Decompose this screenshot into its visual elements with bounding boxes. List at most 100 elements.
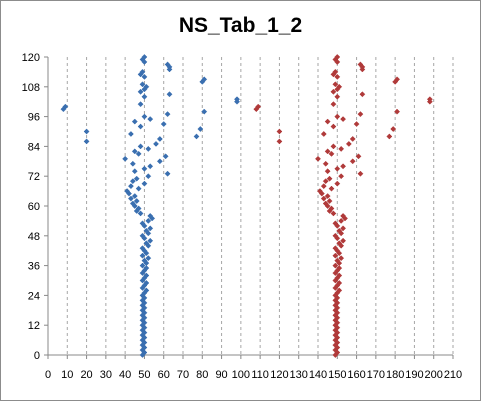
- data-point: [355, 153, 362, 160]
- data-point: [141, 113, 148, 120]
- data-point: [338, 173, 345, 180]
- data-point: [135, 185, 142, 192]
- x-tick-label: 180: [386, 369, 404, 381]
- data-point: [141, 73, 148, 80]
- data-point: [336, 83, 343, 90]
- data-point: [135, 205, 142, 212]
- data-point: [324, 168, 331, 175]
- y-tick-label: 12: [28, 320, 40, 332]
- x-tick-label: 30: [100, 369, 112, 381]
- data-point: [426, 96, 433, 103]
- data-point: [330, 210, 337, 217]
- data-point: [340, 116, 347, 123]
- data-point: [320, 195, 327, 202]
- x-tick-label: 0: [45, 369, 51, 381]
- data-point: [338, 145, 345, 152]
- data-point: [147, 212, 154, 219]
- data-point: [324, 148, 331, 155]
- data-point: [127, 131, 134, 137]
- data-point: [255, 103, 262, 110]
- data-point: [83, 128, 90, 135]
- data-point: [334, 93, 341, 100]
- data-point: [332, 232, 339, 239]
- data-point: [322, 178, 329, 185]
- data-point: [127, 183, 134, 190]
- data-point: [141, 165, 148, 172]
- data-point: [315, 155, 321, 162]
- data-point: [141, 180, 148, 187]
- data-point: [141, 54, 148, 60]
- data-point: [330, 88, 337, 95]
- x-tick-label: 90: [215, 369, 227, 381]
- y-tick-label: 60: [28, 201, 40, 213]
- tick-labels: 0 12 24 36 48 60 72 84 96 108 120 0 10 20 30 40 50 60 70 80…: [22, 52, 463, 381]
- data-point: [129, 178, 136, 185]
- data-point: [137, 88, 144, 95]
- data-point: [143, 240, 150, 247]
- data-point: [330, 143, 337, 150]
- data-point: [166, 91, 173, 98]
- data-point: [160, 121, 167, 128]
- data-point: [141, 93, 148, 100]
- data-point: [332, 262, 339, 269]
- data-point: [320, 131, 327, 137]
- data-point: [326, 175, 333, 182]
- data-point: [143, 280, 150, 286]
- data-point: [164, 170, 171, 177]
- data-point: [137, 143, 144, 150]
- data-point: [340, 212, 347, 219]
- x-tick-label: 40: [119, 369, 131, 381]
- data-point: [201, 76, 208, 83]
- x-tick-label: 210: [444, 369, 462, 381]
- x-tick-label: 20: [80, 369, 92, 381]
- data-point: [334, 257, 341, 264]
- x-tick-label: 50: [138, 369, 150, 381]
- series-2: [253, 54, 433, 358]
- y-tick-label: 72: [28, 171, 40, 183]
- data-point: [129, 160, 136, 167]
- data-point: [143, 227, 150, 234]
- x-tick-label: 80: [196, 369, 208, 381]
- data-point: [131, 193, 138, 200]
- data-point: [336, 265, 343, 272]
- x-tick-label: 120: [270, 369, 288, 381]
- data-point: [357, 170, 364, 177]
- data-point: [139, 262, 146, 269]
- data-point: [139, 252, 146, 259]
- data-point: [349, 158, 356, 165]
- y-tick-label: 36: [28, 261, 40, 273]
- y-tick-label: 108: [22, 82, 40, 94]
- data-point: [324, 193, 331, 200]
- y-tick-label: 96: [28, 112, 40, 124]
- data-point: [276, 128, 283, 135]
- x-tick-label: 130: [290, 369, 308, 381]
- data-point: [164, 111, 171, 118]
- data-point: [145, 217, 152, 224]
- y-tick-label: 84: [28, 141, 40, 153]
- data-point: [334, 73, 341, 80]
- chart-title: NS_Tab_1_2: [178, 14, 303, 37]
- x-tick-label: 10: [61, 369, 73, 381]
- data-point: [62, 103, 69, 110]
- data-point: [141, 257, 148, 264]
- data-point: [332, 68, 339, 75]
- data-point: [324, 118, 331, 125]
- data-point: [147, 237, 154, 244]
- data-point: [386, 133, 393, 140]
- data-point: [193, 133, 200, 140]
- data-point: [197, 126, 204, 132]
- data-point: [322, 160, 329, 167]
- data-point: [328, 185, 335, 192]
- data-point: [332, 220, 339, 227]
- data-point: [320, 183, 327, 190]
- data-point: [137, 210, 144, 217]
- data-point: [145, 145, 152, 152]
- data-point: [336, 272, 343, 279]
- data-point: [137, 101, 144, 108]
- data-point: [145, 255, 152, 262]
- data-point: [334, 54, 341, 60]
- x-tick-label: 60: [158, 369, 170, 381]
- data-point: [137, 123, 144, 130]
- data-point: [336, 227, 343, 234]
